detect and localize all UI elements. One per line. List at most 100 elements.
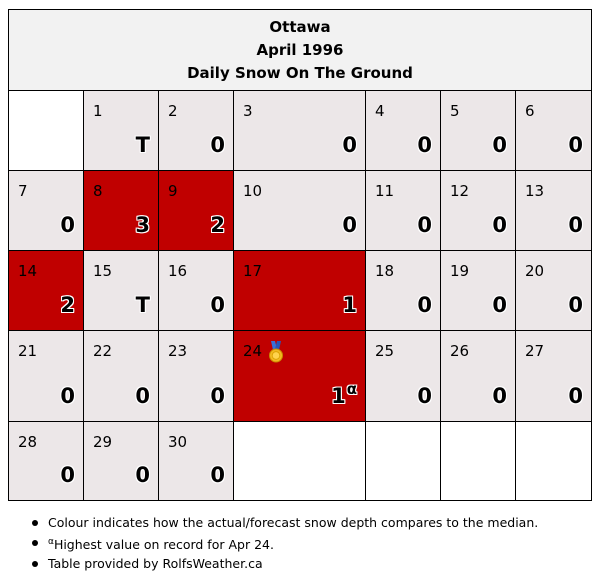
snow-depth-text: 1 — [342, 293, 357, 317]
day-cell-11: 11 0 — [366, 171, 441, 251]
snow-depth-text: 0 — [568, 293, 583, 317]
day-number: 12 — [450, 182, 470, 200]
month-title: April 1996 — [256, 41, 344, 59]
day-cell-23: 23 0 — [159, 331, 234, 422]
snow-depth-text: 0 — [210, 133, 225, 157]
snow-depth-value: 0 — [210, 292, 225, 318]
snow-depth-text: T — [135, 133, 150, 157]
record-marker: α — [346, 380, 357, 398]
empty-day-cell — [9, 91, 84, 171]
snow-depth-value: 0 — [492, 292, 507, 318]
snow-depth-value: 0 — [417, 212, 432, 238]
calendar-header: Ottawa April 1996 Daily Snow On The Grou… — [9, 10, 591, 91]
day-number: 2 — [168, 102, 178, 120]
snow-depth-value: 0 — [210, 383, 225, 409]
day-cell-30: 30 0 — [159, 422, 234, 500]
snow-depth-value: 0 — [135, 462, 150, 488]
snow-depth-text: 0 — [210, 384, 225, 408]
day-number: 19 — [450, 262, 470, 280]
day-number: 15 — [93, 262, 113, 280]
day-number: 14 — [18, 262, 38, 280]
snow-depth-value: 0 — [60, 383, 75, 409]
day-cell-17: 17 1 — [234, 251, 366, 331]
snow-depth-text: T — [135, 293, 150, 317]
day-cell-29: 29 0 — [84, 422, 159, 500]
snow-depth-text: 0 — [492, 133, 507, 157]
snow-depth-text: 0 — [342, 213, 357, 237]
day-cell-25: 25 0 — [366, 331, 441, 422]
snow-depth-value: 0 — [135, 383, 150, 409]
snow-depth-text: 0 — [417, 293, 432, 317]
empty-day-cell — [516, 422, 591, 500]
snow-depth-text: 0 — [60, 213, 75, 237]
snow-depth-value: 0 — [60, 462, 75, 488]
snow-depth-text: 0 — [135, 384, 150, 408]
day-number: 24 — [243, 342, 263, 360]
record-marker: α — [48, 536, 54, 547]
day-number: 22 — [93, 342, 113, 360]
snow-depth-value: 0 — [60, 212, 75, 238]
snow-depth-value: 0 — [417, 292, 432, 318]
day-cell-28: 28 0 — [9, 422, 84, 500]
day-number: 23 — [168, 342, 188, 360]
snow-depth-text: 0 — [492, 384, 507, 408]
snow-depth-text: 0 — [210, 463, 225, 487]
snow-depth-text: 0 — [60, 384, 75, 408]
day-number: 5 — [450, 102, 460, 120]
snow-depth-value: 0 — [417, 132, 432, 158]
snow-depth-value: T — [136, 132, 150, 158]
day-number: 17 — [243, 262, 263, 280]
snow-depth-text: 0 — [568, 213, 583, 237]
day-number: 6 — [525, 102, 535, 120]
snow-depth-text: 2 — [60, 293, 75, 317]
snow-depth-text: 3 — [135, 213, 150, 237]
snow-depth-text: 0 — [568, 384, 583, 408]
snow-depth-value: 0 — [492, 132, 507, 158]
day-cell-19: 19 0 — [441, 251, 516, 331]
day-cell-22: 22 0 — [84, 331, 159, 422]
day-cell-26: 26 0 — [441, 331, 516, 422]
snow-depth-value: 0 — [342, 212, 357, 238]
day-number: 30 — [168, 433, 188, 451]
snow-depth-text: 2 — [210, 213, 225, 237]
day-number: 10 — [243, 182, 263, 200]
day-number: 28 — [18, 433, 38, 451]
day-number: 11 — [375, 182, 395, 200]
snow-depth-value: 0 — [492, 383, 507, 409]
snow-depth-text: 1 — [331, 384, 346, 408]
snow-depth-text: 0 — [568, 133, 583, 157]
medal-icon — [269, 341, 283, 363]
snow-depth-value: 0 — [417, 383, 432, 409]
snow-depth-value: T — [136, 292, 150, 318]
snow-depth-value: 2 — [60, 292, 75, 318]
snow-depth-text: 0 — [135, 463, 150, 487]
city-title: Ottawa — [269, 18, 331, 36]
snow-depth-text: 0 — [417, 213, 432, 237]
empty-day-cell — [234, 422, 366, 500]
day-number: 7 — [18, 182, 28, 200]
day-cell-14: 14 2 — [9, 251, 84, 331]
snow-depth-value: 0 — [568, 132, 583, 158]
day-number: 18 — [375, 262, 395, 280]
snow-depth-value: 1α — [331, 376, 357, 409]
day-number: 8 — [93, 182, 103, 200]
day-number: 13 — [525, 182, 545, 200]
snow-calendar-table: Ottawa April 1996 Daily Snow On The Grou… — [8, 9, 592, 501]
snow-depth-value: 0 — [342, 132, 357, 158]
day-number: 20 — [525, 262, 545, 280]
snow-depth-text: 0 — [492, 213, 507, 237]
day-cell-15: 15 T — [84, 251, 159, 331]
snow-depth-value: 0 — [568, 383, 583, 409]
day-number: 21 — [18, 342, 38, 360]
table-subtitle: Daily Snow On The Ground — [187, 64, 413, 82]
day-cell-16: 16 0 — [159, 251, 234, 331]
day-number: 3 — [243, 102, 253, 120]
